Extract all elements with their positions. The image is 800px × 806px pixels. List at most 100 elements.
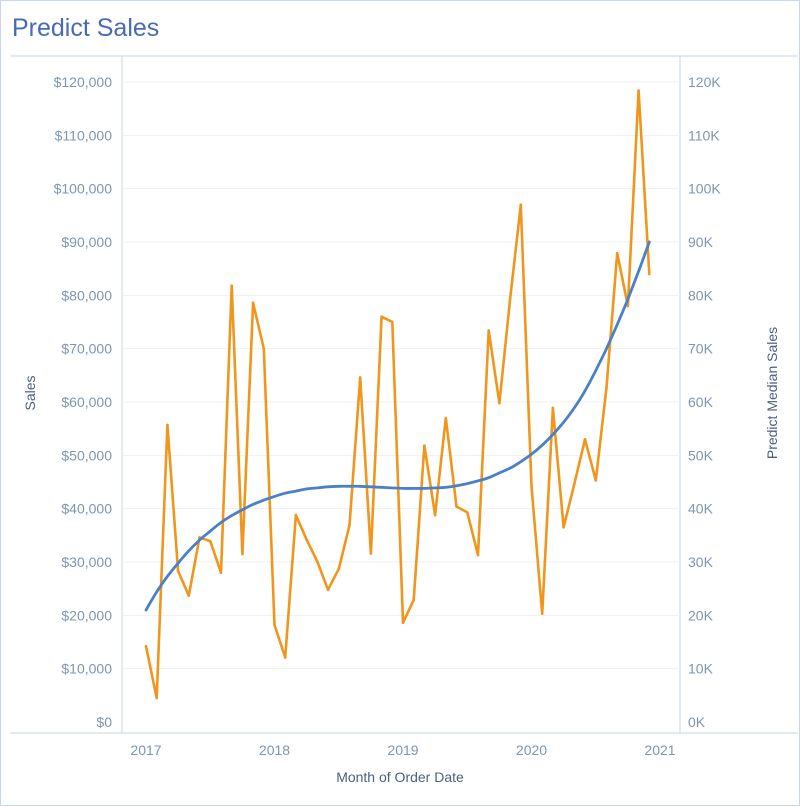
- sales-point: [540, 612, 544, 616]
- predict-point: [305, 488, 308, 490]
- x-tick-label: 2019: [387, 742, 418, 758]
- sales-point: [187, 594, 191, 597]
- sales-point: [637, 89, 640, 92]
- sales-point: [583, 438, 587, 441]
- left-tick-label: $70,000: [61, 341, 112, 357]
- left-tick-label: $80,000: [61, 287, 112, 303]
- sales-point: [647, 272, 651, 276]
- predict-point: [627, 298, 629, 300]
- sales-point: [230, 284, 233, 288]
- gridlines: [123, 81, 680, 670]
- predict-point: [455, 484, 458, 487]
- predict-point: [391, 487, 394, 489]
- left-tick-label: $120,000: [54, 74, 113, 90]
- predict-point: [241, 508, 244, 511]
- y-axis-label-right: Predict Median Sales: [764, 327, 780, 459]
- right-tick-label: 60K: [688, 394, 714, 410]
- right-tick-label: 120K: [688, 74, 721, 90]
- predict-point: [477, 480, 479, 482]
- right-tick-label: 50K: [688, 447, 714, 463]
- predict-point: [487, 476, 490, 479]
- sales-point: [262, 347, 266, 350]
- predict-point: [541, 444, 544, 447]
- predict-point: [188, 550, 190, 552]
- sales-point: [305, 538, 308, 541]
- right-tick-label: 10K: [688, 661, 714, 677]
- right-tick-label: 100K: [688, 181, 721, 197]
- sales-point: [476, 553, 480, 557]
- right-tick-label: 110K: [688, 127, 720, 143]
- sales-point: [412, 598, 416, 602]
- left-tick-label: $100,000: [54, 181, 113, 197]
- x-tick-label: 2021: [644, 742, 675, 758]
- x-tick-label: 2020: [516, 742, 547, 758]
- predict-point: [337, 485, 340, 488]
- sales-point: [241, 552, 244, 556]
- sales-point: [508, 297, 512, 301]
- predict-point: [327, 486, 329, 488]
- predict-point: [155, 591, 158, 593]
- sales-point: [401, 621, 405, 625]
- sales-point: [273, 623, 276, 627]
- sales-points: [144, 89, 651, 700]
- sales-point: [326, 588, 330, 592]
- left-tick-label: $50,000: [61, 447, 112, 463]
- sales-point: [176, 569, 180, 573]
- predict-point: [273, 495, 276, 498]
- left-tick-label: $10,000: [61, 661, 112, 677]
- sales-point: [519, 203, 523, 206]
- predict-point: [262, 499, 265, 501]
- predict-point: [562, 421, 565, 424]
- sales-line: [144, 89, 651, 700]
- predict-point: [220, 521, 222, 524]
- predict-point: [412, 487, 415, 490]
- left-tick-label: $90,000: [61, 234, 112, 250]
- series-lines: [144, 89, 651, 700]
- right-tick-label: 70K: [688, 341, 714, 357]
- sales-point: [487, 329, 490, 332]
- sales-point: [283, 656, 287, 659]
- predict-point: [370, 486, 372, 488]
- sales-point: [573, 482, 576, 486]
- predict-point: [198, 539, 201, 541]
- sales-point: [316, 560, 319, 563]
- predict-point: [316, 487, 319, 489]
- left-tick-label: $110,000: [55, 127, 113, 143]
- left-tick-label: $0: [96, 714, 112, 730]
- sales-point: [455, 505, 458, 508]
- sales-point: [551, 406, 555, 410]
- sales-point: [348, 523, 351, 527]
- sales-point: [294, 513, 298, 517]
- predict-point: [230, 514, 233, 517]
- predict-point: [573, 407, 576, 409]
- left-tick-label: $30,000: [61, 554, 112, 570]
- x-tick-label: 2018: [259, 742, 290, 758]
- predict-point: [434, 487, 436, 489]
- predict-point: [177, 562, 179, 564]
- sales-point: [594, 479, 598, 482]
- sales-point: [369, 552, 373, 555]
- predict-point: [348, 485, 351, 488]
- left-axis-ticks: $0 $10,000 $20,000 $30,000 $40,000 $50,000 $60…: [54, 74, 113, 730]
- predict-point: [402, 487, 404, 490]
- sales-point: [423, 444, 426, 448]
- predict-point: [284, 492, 287, 495]
- sales-point: [498, 401, 501, 405]
- chart-frame-lines: [10, 55, 798, 734]
- x-axis-ticks: 2017 2018 2019 2020 2021: [130, 742, 675, 758]
- right-tick-label: 20K: [688, 607, 714, 623]
- sales-point: [155, 696, 159, 700]
- sales-point: [358, 376, 362, 379]
- predict-point: [209, 530, 212, 532]
- sales-point: [626, 304, 630, 308]
- predict-point: [616, 323, 618, 326]
- sales-point: [208, 539, 212, 543]
- right-tick-label: 90K: [688, 234, 714, 250]
- predict-point: [466, 482, 469, 485]
- y-axis-label-left: Sales: [22, 375, 38, 410]
- predict-point: [519, 460, 522, 463]
- sales-point: [144, 644, 148, 648]
- sales-point: [251, 301, 255, 305]
- sales-point: [219, 571, 223, 574]
